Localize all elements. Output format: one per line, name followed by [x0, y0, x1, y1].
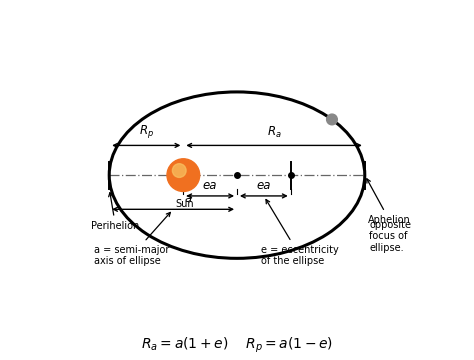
Text: Aphelion: Aphelion	[367, 179, 410, 225]
Circle shape	[173, 164, 186, 177]
Text: a = semi-major
axis of ellipse: a = semi-major axis of ellipse	[94, 212, 170, 266]
Text: $R_a$: $R_a$	[267, 125, 282, 140]
Text: $R_a = a(1+e)$    $R_p = a(1- e)$: $R_a = a(1+e)$ $R_p = a(1- e)$	[141, 336, 333, 355]
Text: Perihelion: Perihelion	[91, 193, 140, 231]
Text: opposite
focus of
ellipse.: opposite focus of ellipse.	[369, 220, 411, 253]
Text: $R_p$: $R_p$	[139, 123, 154, 140]
Text: ea: ea	[256, 179, 271, 192]
Circle shape	[167, 159, 200, 192]
Text: e = eccentricity
of the ellipse: e = eccentricity of the ellipse	[261, 199, 338, 266]
Circle shape	[327, 114, 337, 125]
Text: Sun: Sun	[175, 199, 194, 209]
Text: ea: ea	[203, 179, 218, 192]
Text: a: a	[184, 192, 191, 205]
